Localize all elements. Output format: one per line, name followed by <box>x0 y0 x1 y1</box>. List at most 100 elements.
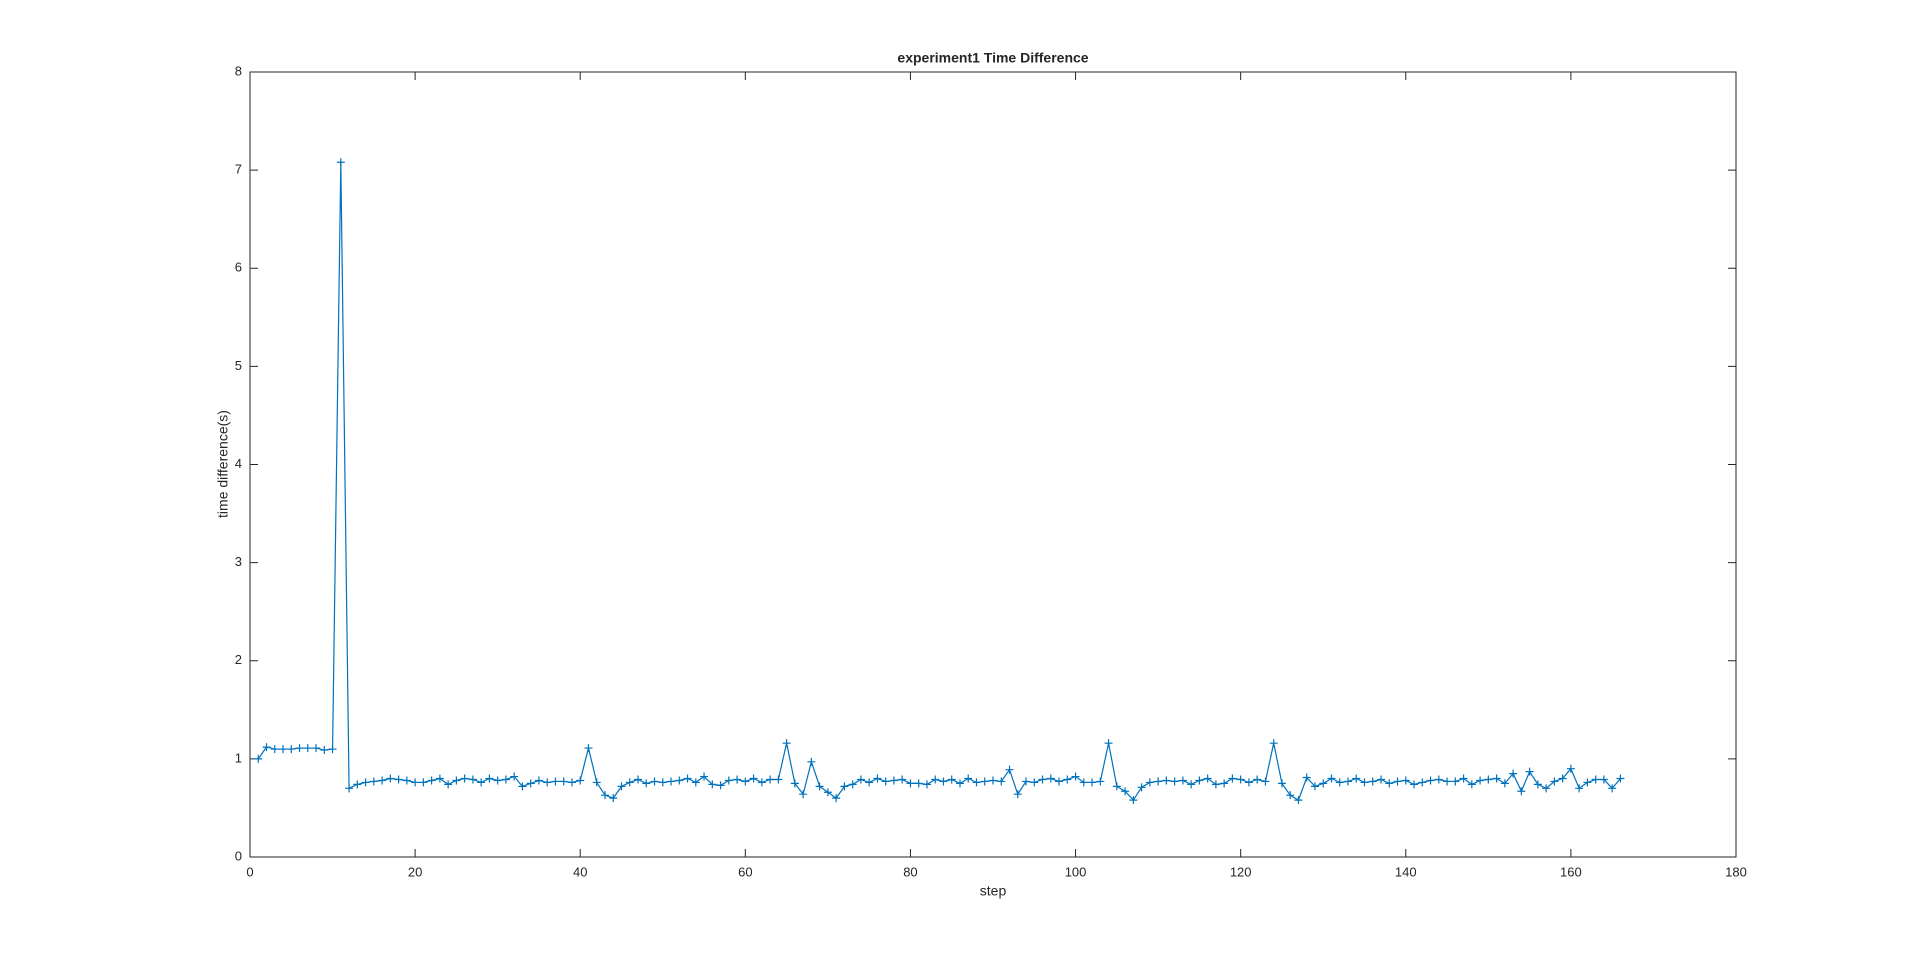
y-tick-label: 6 <box>235 260 242 275</box>
chart-title: experiment1 Time Difference <box>897 50 1088 66</box>
point-marker <box>1327 774 1336 783</box>
point-marker <box>270 745 279 754</box>
point-marker <box>345 784 354 793</box>
point-marker <box>1063 775 1072 784</box>
point-marker <box>955 779 964 788</box>
point-marker <box>790 779 799 788</box>
point-marker <box>378 776 387 785</box>
point-marker <box>584 744 593 753</box>
point-marker <box>625 778 634 787</box>
point-marker <box>1104 739 1113 748</box>
point-marker <box>1467 780 1476 789</box>
point-marker <box>1178 776 1187 785</box>
point-marker <box>493 776 502 785</box>
point-marker <box>295 744 304 753</box>
point-marker <box>815 782 824 791</box>
point-marker <box>1509 769 1518 778</box>
x-tick-label: 120 <box>1230 864 1252 879</box>
point-marker <box>435 774 444 783</box>
point-marker <box>1170 777 1179 786</box>
point-marker <box>1608 784 1617 793</box>
x-tick-label: 160 <box>1560 864 1582 879</box>
point-marker <box>881 777 890 786</box>
point-marker <box>617 782 626 791</box>
point-marker <box>1055 777 1064 786</box>
point-marker <box>1583 778 1592 787</box>
point-marker <box>947 775 956 784</box>
point-marker <box>1352 774 1361 783</box>
point-marker <box>1393 777 1402 786</box>
point-marker <box>600 791 609 800</box>
point-marker <box>411 778 420 787</box>
point-marker <box>1236 775 1245 784</box>
point-marker <box>526 779 535 788</box>
point-marker <box>1005 765 1014 774</box>
point-marker <box>1261 777 1270 786</box>
x-tick-label: 0 <box>246 864 253 879</box>
point-marker <box>485 774 494 783</box>
point-marker <box>477 778 486 787</box>
point-marker <box>1599 775 1608 784</box>
point-marker <box>873 774 882 783</box>
y-tick-label: 8 <box>235 63 242 78</box>
x-tick-label: 80 <box>903 864 917 879</box>
point-marker <box>1071 772 1080 781</box>
point-marker <box>1484 775 1493 784</box>
point-marker <box>262 743 271 752</box>
point-marker <box>501 775 510 784</box>
point-marker <box>328 745 337 754</box>
x-tick-label: 140 <box>1395 864 1417 879</box>
point-marker <box>931 775 940 784</box>
point-marker <box>989 776 997 785</box>
point-marker <box>1434 775 1443 784</box>
point-marker <box>1525 767 1534 776</box>
point-marker <box>906 779 915 788</box>
point-marker <box>1418 778 1427 787</box>
point-marker <box>1385 779 1394 788</box>
x-tick-label: 60 <box>738 864 752 879</box>
point-marker <box>1145 778 1154 787</box>
point-marker <box>757 778 766 787</box>
x-tick-label: 100 <box>1065 864 1087 879</box>
point-marker <box>1476 776 1485 785</box>
point-marker <box>964 774 973 783</box>
point-marker <box>1228 774 1237 783</box>
point-marker <box>1129 796 1138 805</box>
point-marker <box>1277 779 1286 788</box>
point-marker <box>1368 777 1377 786</box>
point-marker <box>1335 778 1344 787</box>
y-tick-label: 3 <box>235 554 242 569</box>
point-marker <box>1187 780 1196 789</box>
point-marker <box>386 774 395 783</box>
point-marker <box>1220 779 1229 788</box>
point-marker <box>543 778 552 787</box>
y-axis-label: time difference(s) <box>215 410 231 518</box>
point-marker <box>592 778 601 787</box>
point-marker <box>1550 777 1559 786</box>
point-marker <box>1459 774 1468 783</box>
point-marker <box>1319 779 1328 788</box>
point-marker <box>1046 774 1055 783</box>
point-marker <box>708 780 717 789</box>
point-marker <box>823 788 832 797</box>
point-marker <box>1500 779 1509 788</box>
point-marker <box>1533 780 1542 789</box>
point-marker <box>518 782 527 791</box>
point-marker <box>774 775 783 784</box>
point-marker <box>1013 790 1022 799</box>
point-marker <box>1294 796 1303 805</box>
point-marker <box>1401 776 1410 785</box>
point-marker <box>766 775 775 784</box>
point-marker <box>667 777 676 786</box>
point-marker <box>832 794 841 803</box>
point-marker <box>336 158 345 167</box>
point-marker <box>1310 782 1319 791</box>
point-marker <box>609 794 618 803</box>
y-tick-label: 2 <box>235 652 242 667</box>
point-marker <box>303 744 312 753</box>
point-marker <box>1517 787 1526 796</box>
y-tick-label: 7 <box>235 162 242 177</box>
point-marker <box>1566 764 1575 773</box>
